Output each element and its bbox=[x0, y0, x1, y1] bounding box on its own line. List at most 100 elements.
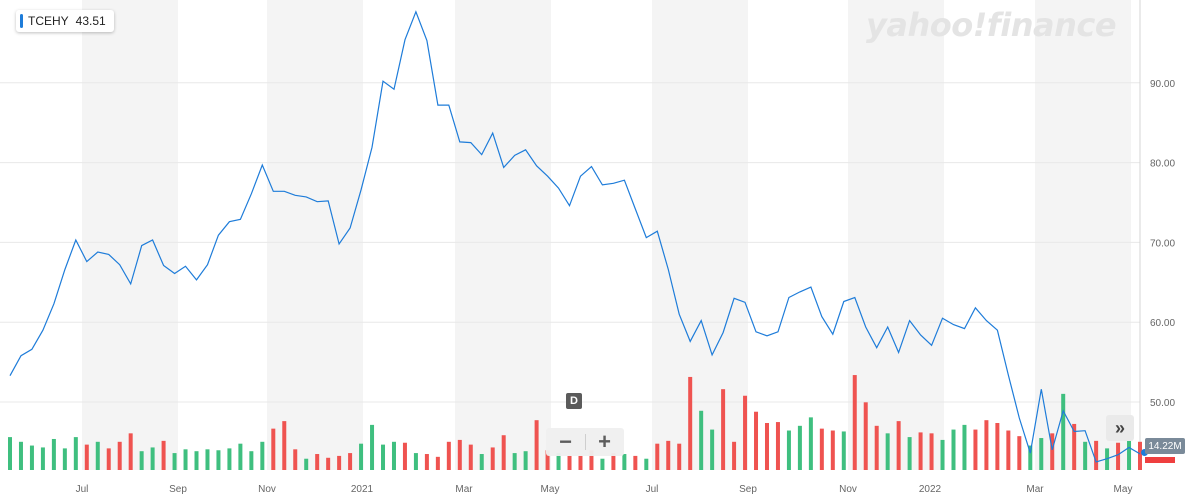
volume-bar bbox=[600, 458, 605, 470]
volume-bar bbox=[106, 448, 111, 470]
volume-readout: 14.22M bbox=[1145, 438, 1185, 454]
month-band bbox=[1035, 0, 1131, 470]
volume-bar bbox=[973, 429, 978, 470]
volume-bar bbox=[260, 441, 265, 470]
volume-bar bbox=[18, 441, 23, 470]
volume-bar bbox=[62, 448, 67, 470]
volume-last-marker bbox=[1145, 457, 1175, 463]
volume-bar bbox=[315, 454, 320, 470]
brand-finance: finance bbox=[986, 6, 1117, 44]
last-price-dot bbox=[1141, 449, 1148, 456]
volume-bar bbox=[501, 435, 506, 470]
volume-bar bbox=[841, 431, 846, 470]
volume-bar bbox=[304, 458, 309, 470]
volume-bar bbox=[1006, 430, 1011, 470]
volume-bar bbox=[435, 456, 440, 470]
volume-bar bbox=[227, 448, 232, 470]
volume-bar bbox=[699, 410, 704, 470]
volume-bar bbox=[743, 395, 748, 470]
volume-bar bbox=[962, 424, 967, 470]
price-line bbox=[9, 10, 1141, 463]
zoom-in-button[interactable]: + bbox=[598, 429, 611, 454]
brand-slash: ! bbox=[972, 6, 988, 44]
volume-bar bbox=[282, 421, 287, 470]
volume-bar bbox=[775, 422, 780, 470]
volume-bar bbox=[677, 443, 682, 470]
volume-bar bbox=[216, 450, 221, 470]
volume-bar bbox=[523, 451, 528, 470]
volume-bar bbox=[139, 451, 144, 470]
volume-bar bbox=[51, 438, 56, 470]
volume-bar bbox=[578, 455, 583, 470]
volume-bar bbox=[830, 430, 835, 470]
zoom-out-button[interactable]: − bbox=[559, 429, 572, 454]
volume-bar bbox=[611, 453, 616, 470]
volume-bar bbox=[633, 455, 638, 470]
y-tick-label: 50.00 bbox=[1150, 398, 1175, 409]
x-tick-label: Mar bbox=[455, 484, 473, 495]
series-color-marker bbox=[20, 14, 23, 28]
volume-bar bbox=[666, 440, 671, 470]
volume-bar bbox=[205, 449, 210, 470]
volume-bar bbox=[874, 425, 879, 470]
zoom-controls: − + bbox=[546, 428, 624, 456]
volume-bar bbox=[161, 440, 166, 470]
volume-bar bbox=[457, 439, 462, 470]
volume-bar bbox=[446, 441, 451, 470]
volume-bar bbox=[1094, 440, 1099, 470]
volume-bar bbox=[117, 441, 122, 470]
volume-bar bbox=[885, 433, 890, 470]
month-band bbox=[848, 0, 944, 470]
volume-bar bbox=[271, 428, 276, 470]
volume-bar bbox=[534, 420, 539, 470]
volume-bar bbox=[73, 437, 78, 470]
volume-bar bbox=[721, 389, 726, 470]
x-tick-label: Nov bbox=[839, 484, 857, 495]
volume-bar bbox=[424, 454, 429, 470]
volume-bar bbox=[40, 447, 45, 470]
x-tick-label: May bbox=[541, 484, 560, 495]
y-tick-label: 60.00 bbox=[1150, 318, 1175, 329]
yahoo-finance-logo: yahoo!finance bbox=[866, 6, 1117, 44]
volume-bar bbox=[1072, 423, 1077, 470]
volume-bar bbox=[1039, 438, 1044, 470]
scroll-to-latest-button[interactable]: » bbox=[1106, 415, 1134, 441]
x-tick-label: Sep bbox=[739, 484, 757, 495]
volume-bar bbox=[8, 437, 12, 470]
volume-bar bbox=[249, 451, 254, 470]
brand-yahoo: yahoo bbox=[866, 6, 973, 44]
month-band bbox=[267, 0, 363, 470]
volume-bar bbox=[337, 455, 342, 470]
month-band bbox=[455, 0, 551, 470]
volume-bar bbox=[468, 444, 473, 470]
volume-bar bbox=[150, 447, 155, 470]
volume-bar bbox=[172, 453, 177, 470]
ticker-badge[interactable]: TCEHY 43.51 bbox=[16, 10, 114, 32]
volume-bar bbox=[413, 453, 418, 470]
month-band bbox=[652, 0, 748, 470]
volume-bar bbox=[984, 420, 989, 470]
x-tick-label: 2022 bbox=[919, 484, 942, 495]
volume-bar bbox=[238, 443, 243, 470]
y-tick-label: 90.00 bbox=[1150, 79, 1175, 90]
x-tick-label: May bbox=[1114, 484, 1133, 495]
volume-bar bbox=[402, 442, 407, 470]
interval-badge[interactable]: D bbox=[566, 393, 582, 409]
volume-bar bbox=[644, 458, 649, 470]
volume-bar bbox=[370, 424, 375, 470]
volume-bar bbox=[567, 455, 572, 470]
volume-bar bbox=[490, 447, 495, 470]
volume-bar bbox=[128, 433, 133, 470]
volume-bar bbox=[995, 423, 1000, 470]
volume-bar bbox=[1083, 441, 1088, 470]
volume-bar bbox=[29, 445, 34, 470]
volume-bar bbox=[907, 437, 912, 470]
x-tick-label: Sep bbox=[169, 484, 187, 495]
volume-bar bbox=[1061, 393, 1066, 470]
volume-bar bbox=[359, 443, 364, 470]
volume-bar bbox=[556, 453, 561, 470]
zoom-divider bbox=[585, 434, 586, 450]
volume-bar bbox=[819, 428, 824, 470]
